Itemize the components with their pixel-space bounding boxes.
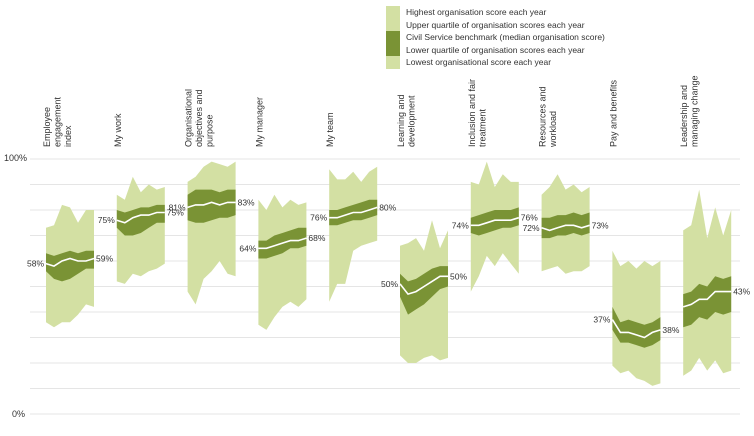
legend-label-highest: Highest organisation score each year [406, 7, 547, 18]
category-label-employee-engagement-index: Employeeengagementindex [42, 96, 73, 147]
category-label-pay-and-benefits: Pay and benefits [608, 79, 618, 147]
end-value-label-employee-engagement-index: 59% [96, 253, 113, 263]
iqr-band-employee-engagement-index [46, 250, 94, 282]
start-value-label-pay-and-benefits: 37% [593, 315, 610, 325]
start-value-label-my-work: 75% [98, 215, 115, 225]
category-leadership-and-managing-change: Leadership andmanaging change 43% [679, 75, 751, 376]
legend-swatch-median [386, 31, 400, 44]
legend-item-upper-quartile: Upper quartile of organisation scores ea… [386, 18, 605, 31]
legend-item-highest: Highest organisation score each year [386, 6, 605, 19]
legend-swatch-highest [386, 6, 400, 19]
category-label-inclusion-and-fair-treatment: Inclusion and fairtreatment [467, 79, 488, 147]
median-line-inclusion-and-fair-treatment [470, 216, 520, 227]
median-line-pay-and-benefits [611, 319, 661, 339]
legend-label-lowest: Lowest organisational score each year [406, 57, 552, 68]
category-label-line: My work [113, 113, 123, 147]
iqr-band-pay-and-benefits [612, 306, 661, 348]
end-value-label-inclusion-and-fair-treatment: 76% [521, 213, 538, 223]
category-label-learning-and-development: Learning anddevelopment [396, 94, 417, 147]
legend-swatch-lower-quartile [386, 43, 400, 56]
legend-label-upper-quartile: Upper quartile of organisation scores ea… [406, 19, 585, 30]
start-value-label-resources-and-workload: 72% [523, 223, 540, 233]
category-employee-engagement-index: Employeeengagementindex 58% 59% [27, 96, 113, 328]
category-label-line: purpose [205, 114, 215, 147]
category-label-resources-and-workload: Resources andworkload [538, 86, 559, 148]
category-label-leadership-and-managing-change: Leadership andmanaging change [679, 75, 700, 147]
legend-swatch-lowest [386, 56, 400, 69]
range-band-my-team [329, 166, 378, 302]
legend: Highest organisation score each year Upp… [386, 6, 605, 69]
category-label-line: Resources and [538, 86, 548, 147]
category-label-line: Pay and benefits [608, 79, 618, 147]
end-value-label-pay-and-benefits: 38% [662, 325, 679, 335]
category-label-line: My manager [254, 97, 264, 147]
category-label-line: workload [548, 111, 558, 148]
category-label-line: objectives and [194, 89, 204, 147]
category-label-line: Organisational [184, 89, 194, 147]
legend-item-lower-quartile: Lower quartile of organisation scores ea… [386, 43, 605, 56]
series-group: Employeeengagementindex 58% 59% My work 75% 7… [27, 75, 751, 386]
end-value-label-learning-and-development: 50% [450, 271, 467, 281]
end-value-label-my-team: 80% [379, 202, 396, 212]
end-value-label-my-work: 75% [167, 208, 184, 218]
start-value-label-my-manager: 64% [239, 243, 256, 253]
category-pay-and-benefits: Pay and benefits 37% 38% [593, 79, 680, 386]
legend-item-median: Civil Service benchmark (median organisa… [386, 31, 605, 44]
category-organisational-objectives-and-purpose: Organisationalobjectives andpurpose 81% 83… [169, 89, 255, 305]
y-tick-label-0: 0% [12, 409, 25, 419]
start-value-label-organisational-objectives-and-purpose: 81% [169, 202, 186, 212]
category-label-line: My team [325, 112, 335, 147]
legend-label-lower-quartile: Lower quartile of organisation scores ea… [406, 44, 585, 55]
end-value-label-organisational-objectives-and-purpose: 83% [238, 197, 255, 207]
median-line-employee-engagement-index [45, 257, 95, 267]
category-label-line: index [63, 125, 73, 147]
iqr-band-organisational-objectives-and-purpose [187, 189, 236, 223]
end-value-label-my-manager: 68% [308, 233, 325, 243]
category-label-line: Inclusion and fair [467, 79, 477, 147]
median-line-my-team [329, 206, 378, 219]
legend-item-lowest: Lowest organisational score each year [386, 56, 605, 69]
category-label-line: engagement [53, 96, 63, 147]
category-label-my-manager: My manager [254, 97, 264, 147]
category-label-line: Learning and [396, 94, 406, 147]
range-band-organisational-objectives-and-purpose [187, 161, 236, 305]
iqr-band-leadership-and-managing-change [683, 276, 732, 328]
legend-swatch-upper-quartile [386, 18, 400, 31]
median-line-leadership-and-managing-change [682, 290, 732, 308]
legend-label-median: Civil Service benchmark (median organisa… [406, 32, 605, 43]
category-learning-and-development: Learning anddevelopment 50% 50% [381, 94, 467, 363]
category-inclusion-and-fair-treatment: Inclusion and fairtreatment 74% 76% [452, 79, 538, 292]
range-band-my-manager [258, 194, 307, 330]
category-label-organisational-objectives-and-purpose: Organisationalobjectives andpurpose [184, 89, 215, 147]
iqr-band-my-work [116, 204, 165, 236]
end-value-label-resources-and-workload: 73% [592, 220, 609, 230]
category-label-line: managing change [690, 75, 700, 147]
median-line-my-manager [258, 237, 307, 250]
category-label-line: development [407, 95, 417, 147]
category-my-work: My work 75% 75% [98, 113, 184, 284]
start-value-label-my-team: 76% [310, 213, 327, 223]
median-line-resources-and-workload [541, 224, 590, 232]
median-line-learning-and-development [399, 275, 448, 296]
range-band-pay-and-benefits [612, 250, 661, 386]
y-tick-label-100: 100% [4, 153, 27, 163]
category-my-manager: My manager 64% 68% [239, 97, 326, 330]
category-my-team: My team 76% 80% [310, 112, 397, 302]
start-value-label-employee-engagement-index: 58% [27, 259, 44, 269]
median-line-my-work [116, 211, 165, 224]
category-label-my-team: My team [325, 112, 335, 147]
category-label-line: Employee [42, 107, 52, 147]
median-line-organisational-objectives-and-purpose [187, 201, 236, 209]
category-resources-and-workload: Resources andworkload 72% 73% [523, 86, 609, 274]
category-label-line: treatment [477, 108, 487, 147]
category-label-line: Leadership and [679, 85, 689, 147]
iqr-band-inclusion-and-fair-treatment [470, 207, 519, 236]
range-band-leadership-and-managing-change [683, 189, 732, 376]
start-value-label-learning-and-development: 50% [381, 279, 398, 289]
category-label-my-work: My work [113, 113, 123, 147]
end-value-label-leadership-and-managing-change: 43% [733, 287, 750, 297]
start-value-label-inclusion-and-fair-treatment: 74% [452, 220, 469, 230]
